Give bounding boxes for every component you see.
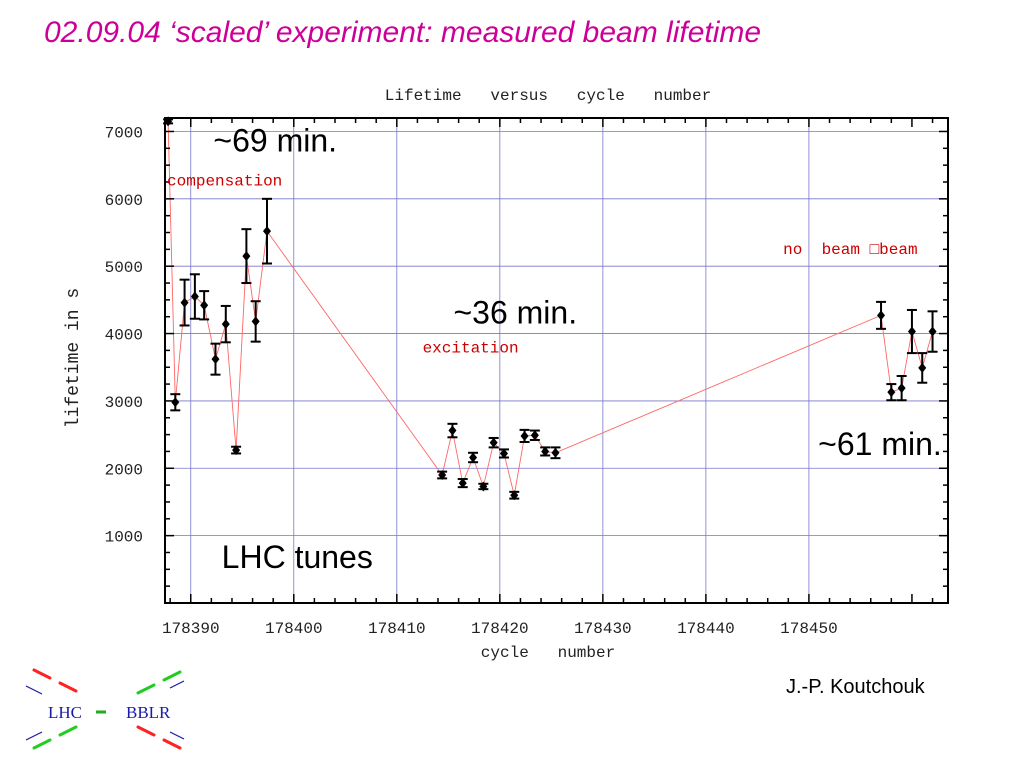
data-point (509, 490, 520, 501)
y-tick-label: 2000 (105, 461, 143, 479)
x-tick-label: 178410 (368, 620, 426, 638)
point-marker (479, 481, 488, 492)
point-marker (489, 437, 498, 448)
data-point (519, 428, 530, 444)
data-point (199, 290, 210, 321)
data-point (457, 478, 468, 489)
point-marker (551, 447, 560, 458)
data-point (927, 310, 938, 353)
annotation-label: compensation (167, 172, 282, 190)
point-marker (907, 326, 916, 337)
point-marker (918, 362, 927, 373)
data-point (478, 481, 489, 492)
annotation-label: ~36 min. (453, 294, 577, 330)
x-tick-label: 178390 (162, 620, 220, 638)
point-marker (221, 319, 230, 330)
annotation-label: excitation (423, 339, 519, 357)
data-point (886, 383, 897, 402)
y-tick-label: 1000 (105, 529, 143, 547)
point-marker (262, 226, 271, 237)
x-tick-label: 178440 (677, 620, 735, 638)
logo-left-text: LHC (48, 703, 82, 722)
data-point (210, 342, 221, 376)
data-points (163, 116, 938, 501)
data-point (876, 300, 887, 330)
annotation-label: LHC tunes (222, 539, 373, 575)
y-tick-label: 7000 (105, 124, 143, 142)
point-marker (887, 387, 896, 398)
x-axis-label: cycle number (481, 644, 615, 662)
x-tick-label: 178400 (265, 620, 323, 638)
data-point (170, 393, 181, 412)
point-marker (877, 310, 886, 321)
plot-border (164, 117, 949, 604)
point-marker (200, 300, 209, 311)
slide-title: 02.09.04 ‘scaled’ experiment: measured b… (44, 16, 762, 49)
point-marker (928, 326, 937, 337)
point-marker (190, 291, 199, 302)
x-tick-label: 178430 (574, 620, 632, 638)
point-marker (251, 316, 260, 327)
point-marker (211, 354, 220, 365)
data-point (896, 374, 907, 402)
point-marker (499, 448, 508, 459)
point-marker (438, 470, 447, 481)
point-marker (232, 445, 241, 456)
chart-title: Lifetime versus cycle number (385, 87, 711, 105)
data-point (550, 446, 561, 460)
data-point (231, 445, 242, 456)
data-point (189, 273, 200, 320)
data-point (241, 228, 252, 285)
data-point (498, 448, 509, 459)
point-marker (541, 446, 550, 457)
point-marker (469, 452, 478, 463)
point-marker (171, 397, 180, 408)
point-marker (448, 425, 457, 436)
point-marker (180, 297, 189, 308)
data-point (468, 451, 479, 464)
annotations: ~69 min. compensation no beam □beam ~36 min… (167, 123, 942, 575)
data-point (250, 300, 261, 343)
data-point (540, 446, 551, 457)
annotation-label: ~61 min. (818, 426, 942, 462)
x-tick-label: 178420 (471, 620, 529, 638)
plot-frame (164, 117, 949, 604)
axis-ticks: 178390 178400 178410 178420 178430 178440 1784… (105, 118, 948, 638)
lhc-bblr-logo: LHC BBLR (25, 668, 185, 750)
y-tick-label: 5000 (105, 259, 143, 277)
point-marker (242, 251, 251, 262)
annotation-label: no beam □beam (783, 241, 917, 259)
data-point (529, 429, 540, 441)
point-marker (520, 430, 529, 441)
point-marker (530, 430, 539, 441)
data-point (437, 470, 448, 481)
point-marker (458, 478, 467, 489)
y-tick-label: 6000 (105, 192, 143, 210)
data-point (261, 197, 272, 265)
logo-right-text: BBLR (126, 703, 171, 722)
data-point (917, 352, 928, 384)
author-name: J.-P. Koutchouk (786, 676, 925, 698)
point-marker (897, 383, 906, 394)
data-point (906, 308, 917, 355)
data-point (220, 304, 231, 344)
y-tick-label: 3000 (105, 394, 143, 412)
grid (165, 118, 948, 603)
y-axis-label: lifetime in s (64, 288, 84, 428)
x-tick-label: 178450 (780, 620, 838, 638)
data-point (179, 278, 190, 327)
data-point (447, 422, 458, 439)
data-point (488, 436, 499, 449)
y-tick-label: 4000 (105, 327, 143, 345)
annotation-label: ~69 min. (213, 123, 337, 159)
point-marker (510, 490, 519, 501)
